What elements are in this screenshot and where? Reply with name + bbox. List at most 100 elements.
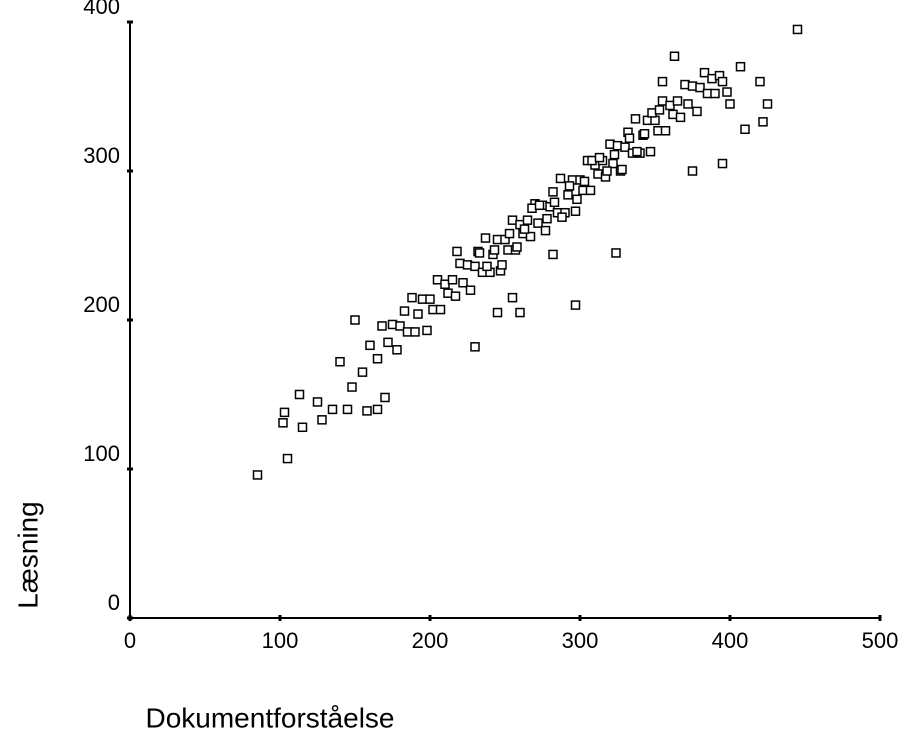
point: [660, 126, 671, 136]
point: [422, 325, 432, 336]
point: [425, 294, 435, 304]
x-tick-label: 0: [124, 628, 136, 653]
y-tick-label: 400: [83, 0, 120, 19]
point: [519, 224, 530, 234]
point: [512, 242, 522, 252]
point: [407, 292, 417, 303]
point: [669, 51, 680, 62]
point: [312, 397, 323, 407]
point: [357, 367, 368, 377]
point: [350, 315, 360, 325]
point: [570, 300, 581, 310]
point: [399, 306, 410, 316]
point: [489, 245, 500, 255]
x-tick-label: 100: [262, 628, 299, 653]
point: [710, 88, 720, 99]
point: [507, 292, 518, 303]
y-tick-label: 300: [83, 143, 120, 168]
point: [549, 197, 560, 208]
point: [372, 353, 383, 364]
point: [470, 261, 480, 272]
y-axis-label: Læsning: [12, 501, 43, 608]
point: [695, 82, 705, 93]
point: [458, 278, 468, 288]
point: [645, 146, 656, 157]
point: [282, 453, 293, 464]
point: [557, 212, 567, 222]
point: [564, 181, 575, 191]
point: [410, 327, 420, 337]
point: [657, 76, 668, 87]
point: [294, 389, 305, 400]
point: [317, 415, 327, 425]
point: [413, 309, 423, 319]
point: [327, 404, 338, 415]
point: [480, 233, 491, 243]
point: [563, 190, 573, 200]
point: [525, 231, 536, 242]
point: [548, 249, 558, 260]
point: [632, 146, 642, 157]
point: [365, 340, 375, 351]
point: [447, 275, 458, 285]
point: [740, 124, 750, 135]
point: [482, 261, 492, 272]
point: [395, 321, 405, 331]
point: [533, 218, 543, 228]
point: [608, 158, 618, 169]
point: [252, 470, 263, 480]
point: [687, 166, 698, 176]
y-tick-label: 100: [83, 441, 120, 466]
point: [725, 99, 735, 109]
point: [548, 187, 558, 197]
point: [377, 321, 387, 331]
point: [717, 76, 728, 87]
point: [474, 248, 485, 258]
point: [683, 99, 693, 109]
point: [347, 382, 357, 392]
point: [594, 152, 605, 163]
x-tick-label: 500: [862, 628, 899, 653]
point: [699, 67, 710, 78]
x-axis-label: Dokumentforståelse: [145, 702, 394, 733]
point: [279, 407, 290, 418]
point: [675, 112, 686, 123]
point: [540, 225, 551, 236]
point: [450, 291, 461, 301]
point: [297, 422, 308, 433]
point: [362, 406, 372, 416]
point: [372, 404, 383, 415]
point: [579, 176, 590, 187]
point: [380, 392, 390, 403]
point: [470, 342, 480, 352]
point: [342, 404, 353, 415]
point: [755, 76, 765, 87]
point: [611, 248, 621, 258]
point: [762, 99, 773, 109]
point: [792, 24, 803, 35]
point: [522, 215, 533, 225]
point: [654, 105, 665, 115]
point: [542, 213, 552, 224]
point: [515, 307, 525, 318]
point: [602, 166, 612, 176]
point: [383, 337, 393, 348]
x-tick-label: 300: [562, 628, 599, 653]
point: [639, 129, 650, 139]
point: [692, 106, 702, 117]
point: [392, 345, 402, 355]
point: [735, 61, 746, 72]
point: [570, 206, 581, 216]
point: [435, 304, 446, 315]
y-tick-label: 200: [83, 292, 120, 317]
point: [278, 418, 288, 428]
point: [609, 149, 620, 160]
y-tick-label: 0: [108, 590, 120, 615]
point: [717, 158, 728, 169]
point: [452, 246, 462, 257]
point: [504, 228, 515, 239]
point: [617, 164, 627, 175]
point: [624, 133, 635, 143]
point: [492, 307, 503, 318]
